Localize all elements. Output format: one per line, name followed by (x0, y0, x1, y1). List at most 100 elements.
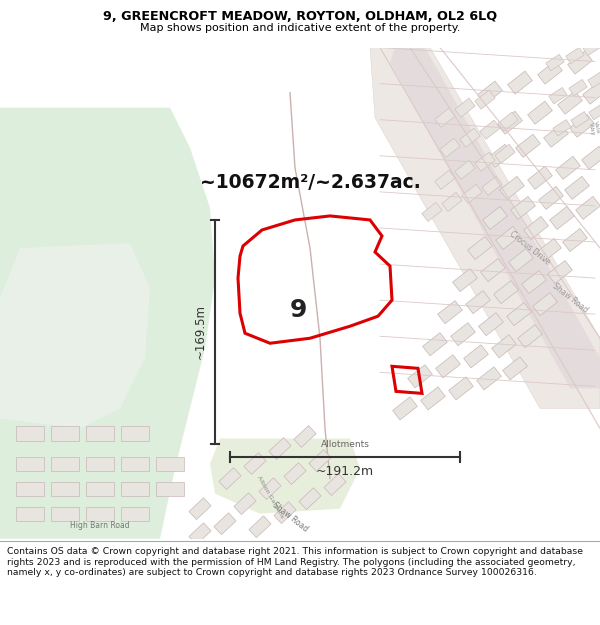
Polygon shape (16, 482, 44, 496)
Polygon shape (422, 332, 448, 356)
Polygon shape (549, 88, 567, 104)
Polygon shape (437, 301, 463, 324)
Polygon shape (422, 202, 442, 221)
Polygon shape (51, 507, 79, 521)
Polygon shape (475, 90, 495, 109)
Polygon shape (466, 291, 490, 314)
Polygon shape (533, 292, 557, 316)
Polygon shape (589, 104, 600, 120)
Polygon shape (506, 302, 532, 326)
Polygon shape (508, 71, 532, 94)
Polygon shape (548, 261, 572, 284)
Polygon shape (569, 114, 595, 138)
Polygon shape (16, 456, 44, 471)
Polygon shape (259, 478, 281, 499)
Polygon shape (583, 39, 600, 56)
Polygon shape (524, 216, 548, 239)
Polygon shape (503, 357, 527, 380)
Polygon shape (475, 152, 495, 171)
Polygon shape (299, 488, 321, 509)
Polygon shape (16, 507, 44, 521)
Polygon shape (480, 120, 500, 139)
Polygon shape (546, 54, 564, 71)
Polygon shape (521, 271, 547, 294)
Polygon shape (515, 134, 541, 158)
Text: Crocus Drive: Crocus Drive (508, 229, 552, 267)
Polygon shape (581, 146, 600, 169)
Polygon shape (86, 507, 114, 521)
Polygon shape (51, 426, 79, 441)
Polygon shape (511, 196, 535, 219)
Polygon shape (566, 48, 584, 64)
Polygon shape (536, 239, 562, 261)
Polygon shape (460, 128, 480, 148)
Polygon shape (0, 243, 150, 429)
Polygon shape (544, 124, 568, 148)
Polygon shape (234, 492, 256, 514)
Polygon shape (462, 184, 482, 203)
Polygon shape (527, 101, 553, 124)
Polygon shape (482, 176, 502, 196)
Polygon shape (556, 156, 580, 179)
Polygon shape (464, 345, 488, 368)
Polygon shape (479, 312, 503, 336)
Polygon shape (491, 335, 517, 357)
Polygon shape (309, 449, 331, 471)
Polygon shape (121, 482, 149, 496)
Polygon shape (478, 81, 502, 104)
Polygon shape (121, 456, 149, 471)
Text: ~169.5m: ~169.5m (194, 304, 207, 359)
Polygon shape (121, 426, 149, 441)
Polygon shape (121, 507, 149, 521)
Polygon shape (189, 498, 211, 519)
Polygon shape (249, 516, 271, 538)
Polygon shape (449, 377, 473, 400)
Text: High Barn Road: High Barn Road (70, 521, 130, 530)
Polygon shape (495, 144, 515, 163)
Polygon shape (0, 107, 215, 539)
Polygon shape (583, 81, 600, 104)
Polygon shape (421, 387, 445, 410)
Text: 9, GREENCROFT MEADOW, ROYTON, OLDHAM, OL2 6LQ: 9, GREENCROFT MEADOW, ROYTON, OLDHAM, OL… (103, 11, 497, 24)
Polygon shape (571, 111, 589, 128)
Text: Contains OS data © Crown copyright and database right 2021. This information is : Contains OS data © Crown copyright and d… (7, 548, 583, 577)
Polygon shape (51, 456, 79, 471)
Polygon shape (210, 439, 360, 514)
Text: Map shows position and indicative extent of the property.: Map shows position and indicative extent… (140, 23, 460, 33)
Text: 9: 9 (289, 298, 307, 322)
Polygon shape (451, 322, 475, 346)
Polygon shape (214, 513, 236, 534)
Polygon shape (86, 482, 114, 496)
Polygon shape (496, 226, 520, 249)
Polygon shape (86, 456, 114, 471)
Polygon shape (294, 426, 316, 448)
Polygon shape (390, 48, 600, 388)
Polygon shape (527, 166, 553, 189)
Polygon shape (324, 474, 346, 496)
Polygon shape (575, 196, 600, 219)
Polygon shape (588, 71, 600, 88)
Polygon shape (497, 111, 523, 134)
Polygon shape (219, 468, 241, 489)
Text: ~191.2m: ~191.2m (316, 464, 374, 478)
Polygon shape (550, 206, 574, 229)
Polygon shape (467, 236, 493, 259)
Polygon shape (86, 426, 114, 441)
Polygon shape (436, 355, 460, 378)
Polygon shape (476, 367, 502, 390)
Polygon shape (392, 397, 418, 420)
Polygon shape (553, 119, 571, 136)
Polygon shape (481, 259, 505, 282)
Polygon shape (565, 176, 589, 199)
Polygon shape (494, 281, 518, 304)
Polygon shape (435, 171, 455, 189)
Polygon shape (284, 462, 306, 484)
Polygon shape (568, 51, 592, 74)
Polygon shape (440, 138, 460, 158)
Polygon shape (51, 482, 79, 496)
Polygon shape (274, 502, 296, 524)
Polygon shape (452, 269, 478, 292)
Polygon shape (509, 249, 533, 272)
Text: ~10672m²/~2.637ac.: ~10672m²/~2.637ac. (200, 173, 421, 192)
Polygon shape (569, 79, 587, 96)
